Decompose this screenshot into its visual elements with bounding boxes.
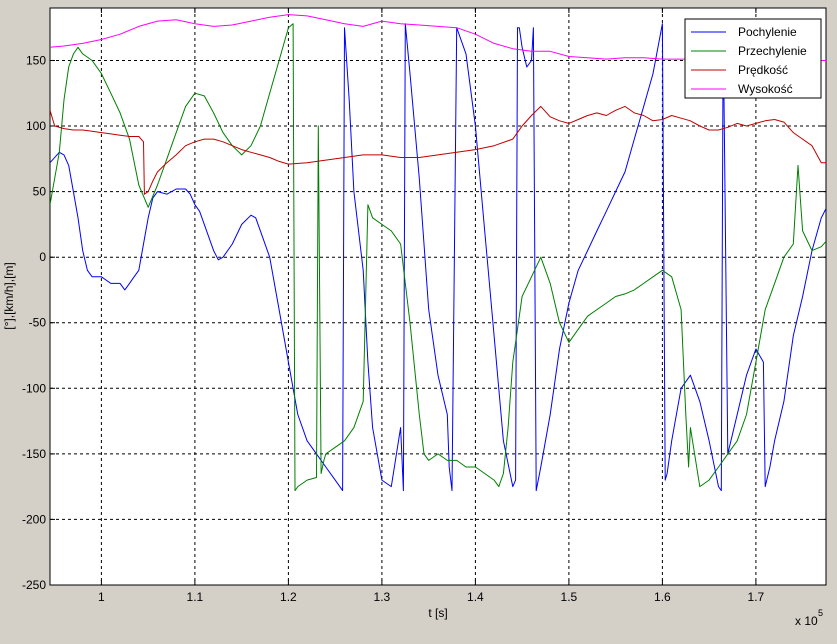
y-tick-label: 150 bbox=[26, 54, 46, 68]
x-tick-label: 1.7 bbox=[748, 590, 765, 604]
series-line-przechylenie bbox=[50, 23, 826, 492]
series-line-prędkość bbox=[50, 105, 826, 195]
x-tick-label: 1.1 bbox=[187, 590, 204, 604]
x-multiplier-label: x 10 bbox=[795, 614, 818, 628]
y-axis-label: [°],[km/h],[m] bbox=[2, 262, 16, 329]
y-tick-label: 50 bbox=[33, 185, 47, 199]
y-tick-label: -250 bbox=[22, 578, 46, 592]
plot-area bbox=[49, 7, 827, 586]
y-tick-label: -150 bbox=[22, 447, 46, 461]
x-tick-label: 1.3 bbox=[374, 590, 391, 604]
series-lines bbox=[50, 14, 826, 492]
legend-label: Wysokość bbox=[738, 82, 793, 96]
y-tick-label: -50 bbox=[29, 316, 47, 330]
x-tick-label: 1.5 bbox=[561, 590, 578, 604]
x-tick-label: 1.4 bbox=[467, 590, 484, 604]
x-tick-label: 1.6 bbox=[654, 590, 671, 604]
legend: Pochylenie Przechylenie Prędkość Wysokość bbox=[684, 18, 822, 99]
y-tick-label: -200 bbox=[22, 512, 46, 526]
legend-label: Przechylenie bbox=[738, 44, 807, 58]
x-tick-label: 1.2 bbox=[280, 590, 297, 604]
legend-label: Prędkość bbox=[738, 63, 788, 77]
x-tick-label: 1 bbox=[98, 590, 105, 604]
y-tick-label: 100 bbox=[26, 119, 46, 133]
axis-ticks: 1 1.1 1.2 1.3 1.4 1.5 1.6 1.7 -250 -200 -150 -100 -5… bbox=[22, 8, 826, 604]
x-axis-label: t [s] bbox=[428, 606, 447, 620]
x-multiplier-exponent: 5 bbox=[818, 608, 823, 618]
legend-label: Pochylenie bbox=[738, 25, 797, 39]
series-line-pochylenie bbox=[50, 23, 826, 492]
y-tick-label: 0 bbox=[39, 250, 46, 264]
y-tick-label: -100 bbox=[22, 381, 46, 395]
